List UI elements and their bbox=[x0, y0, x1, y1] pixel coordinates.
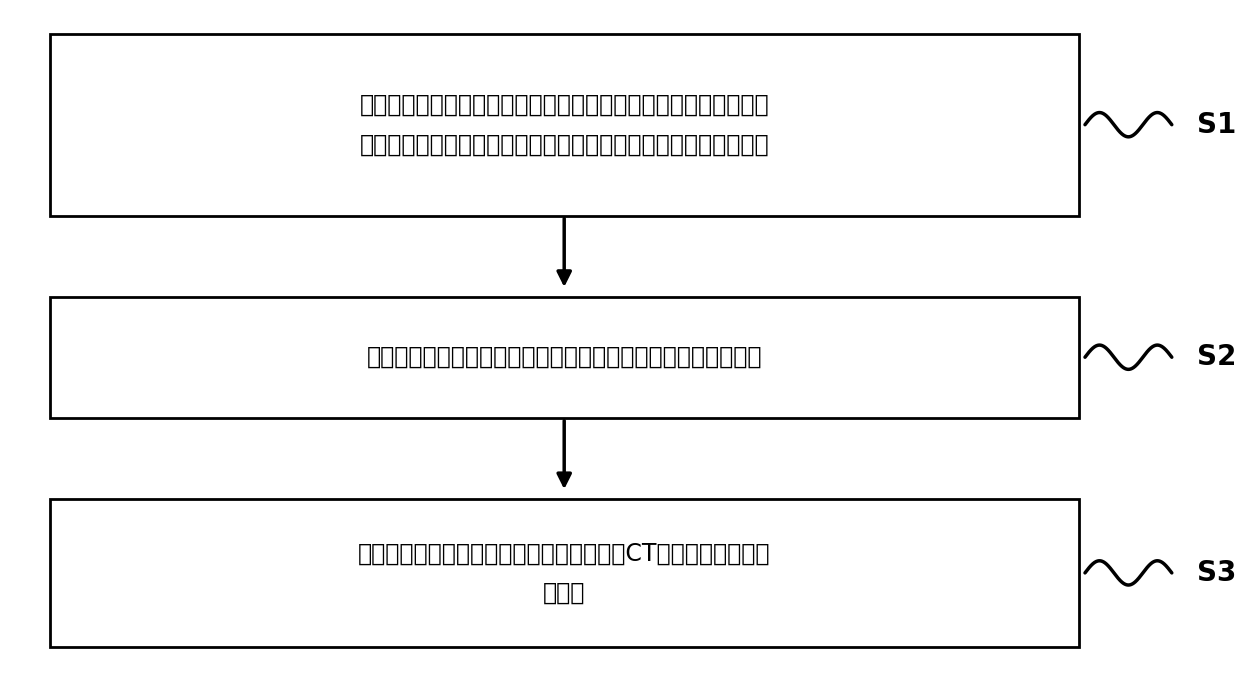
FancyBboxPatch shape bbox=[50, 34, 1079, 216]
Text: 获取待测者目标部位多个体层对应的断层图像，多个体层对应的断
层图像由螺旋定位扫描待测者目标部位所获取的扫描数据重建而成: 获取待测者目标部位多个体层对应的断层图像，多个体层对应的断 层图像由螺旋定位扫描… bbox=[360, 93, 769, 156]
FancyBboxPatch shape bbox=[50, 297, 1079, 418]
Text: 根据多个体层对应的断层图像确定目标部位的吸收剂量分布信息: 根据多个体层对应的断层图像确定目标部位的吸收剂量分布信息 bbox=[367, 345, 761, 369]
Text: S2: S2 bbox=[1197, 343, 1236, 371]
Text: S1: S1 bbox=[1197, 111, 1236, 139]
Text: S3: S3 bbox=[1197, 559, 1236, 587]
Text: 根据目标部位的吸收剂量分布信息确定用于CT诊断扫描的剂量调
制信息: 根据目标部位的吸收剂量分布信息确定用于CT诊断扫描的剂量调 制信息 bbox=[358, 541, 770, 605]
FancyBboxPatch shape bbox=[50, 499, 1079, 647]
